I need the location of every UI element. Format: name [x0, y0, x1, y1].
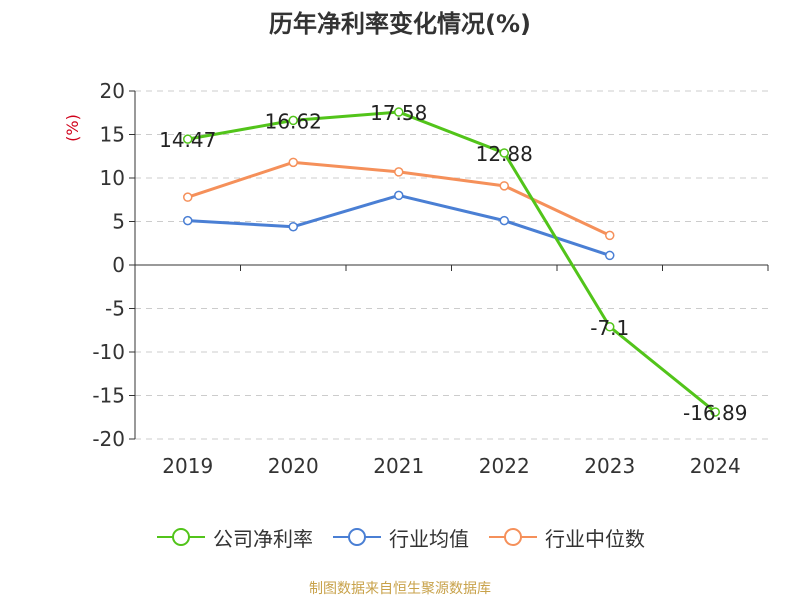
y-tick-label: 0	[112, 253, 125, 277]
x-tick-label: 2022	[479, 454, 530, 478]
data-label: -7.1	[590, 316, 629, 340]
data-point	[499, 148, 509, 158]
y-tick-label: 10	[100, 166, 125, 190]
chart-title: 历年净利率变化情况(%)	[269, 10, 531, 38]
data-label: 17.58	[370, 101, 427, 125]
y-tick-label: 20	[100, 79, 125, 103]
data-point	[605, 250, 615, 261]
data-point	[710, 407, 720, 417]
data-label: 12.88	[476, 142, 533, 166]
data-point	[288, 157, 298, 168]
legend-item[interactable]: 行业中位数	[487, 523, 645, 552]
y-tick-label: 5	[112, 210, 125, 234]
legend-marker-icon	[157, 528, 205, 546]
x-tick-label: 2023	[584, 454, 635, 478]
y-tick-label: -5	[105, 297, 125, 321]
legend-marker-icon	[333, 528, 381, 546]
y-tick-label: -15	[92, 384, 125, 408]
x-tick-label: 2020	[268, 454, 319, 478]
data-point	[288, 221, 298, 232]
data-point	[605, 322, 615, 332]
y-axis-label: (%)	[63, 114, 82, 142]
data-point	[605, 230, 615, 241]
data-point	[288, 115, 298, 126]
x-tick-label: 2024	[690, 454, 741, 478]
y-tick-label: -10	[92, 340, 125, 364]
y-tick-label: 15	[100, 123, 125, 147]
legend-label: 行业中位数	[545, 526, 645, 551]
data-point	[183, 215, 193, 226]
data-label: -16.89	[683, 401, 747, 425]
legend-marker-icon	[489, 528, 537, 546]
series-line	[187, 110, 717, 414]
x-tick-label: 2021	[373, 454, 424, 478]
data-point	[394, 107, 404, 117]
axes	[129, 90, 769, 440]
series-lines	[183, 107, 720, 417]
legend-label: 行业均值	[389, 526, 469, 551]
x-tick-labels: 2019 2020 2021 2022 2023 2024	[162, 454, 740, 478]
data-point	[394, 190, 404, 201]
x-tick-label: 2019	[162, 454, 213, 478]
data-label: 16.62	[265, 109, 322, 133]
data-point	[499, 181, 509, 191]
y-tick-labels: 20 15 10 5 0 -5 -10 -15 -20	[92, 79, 125, 451]
data-point	[183, 192, 193, 202]
data-point	[183, 134, 193, 144]
data-label: 14.47	[159, 128, 216, 152]
data-point	[499, 215, 509, 226]
legend: 公司净利率 行业均值 行业中位数	[0, 520, 800, 554]
legend-item[interactable]: 公司净利率	[155, 523, 313, 552]
legend-label: 公司净利率	[213, 526, 313, 551]
data-labels: 14.47 16.62 17.58 12.88 -7.1 -16.89	[159, 101, 747, 425]
legend-item[interactable]: 行业均值	[331, 523, 469, 552]
data-point	[394, 167, 404, 177]
y-tick-label: -20	[92, 427, 125, 451]
source-note: 制图数据来自恒生聚源数据库	[309, 581, 491, 597]
